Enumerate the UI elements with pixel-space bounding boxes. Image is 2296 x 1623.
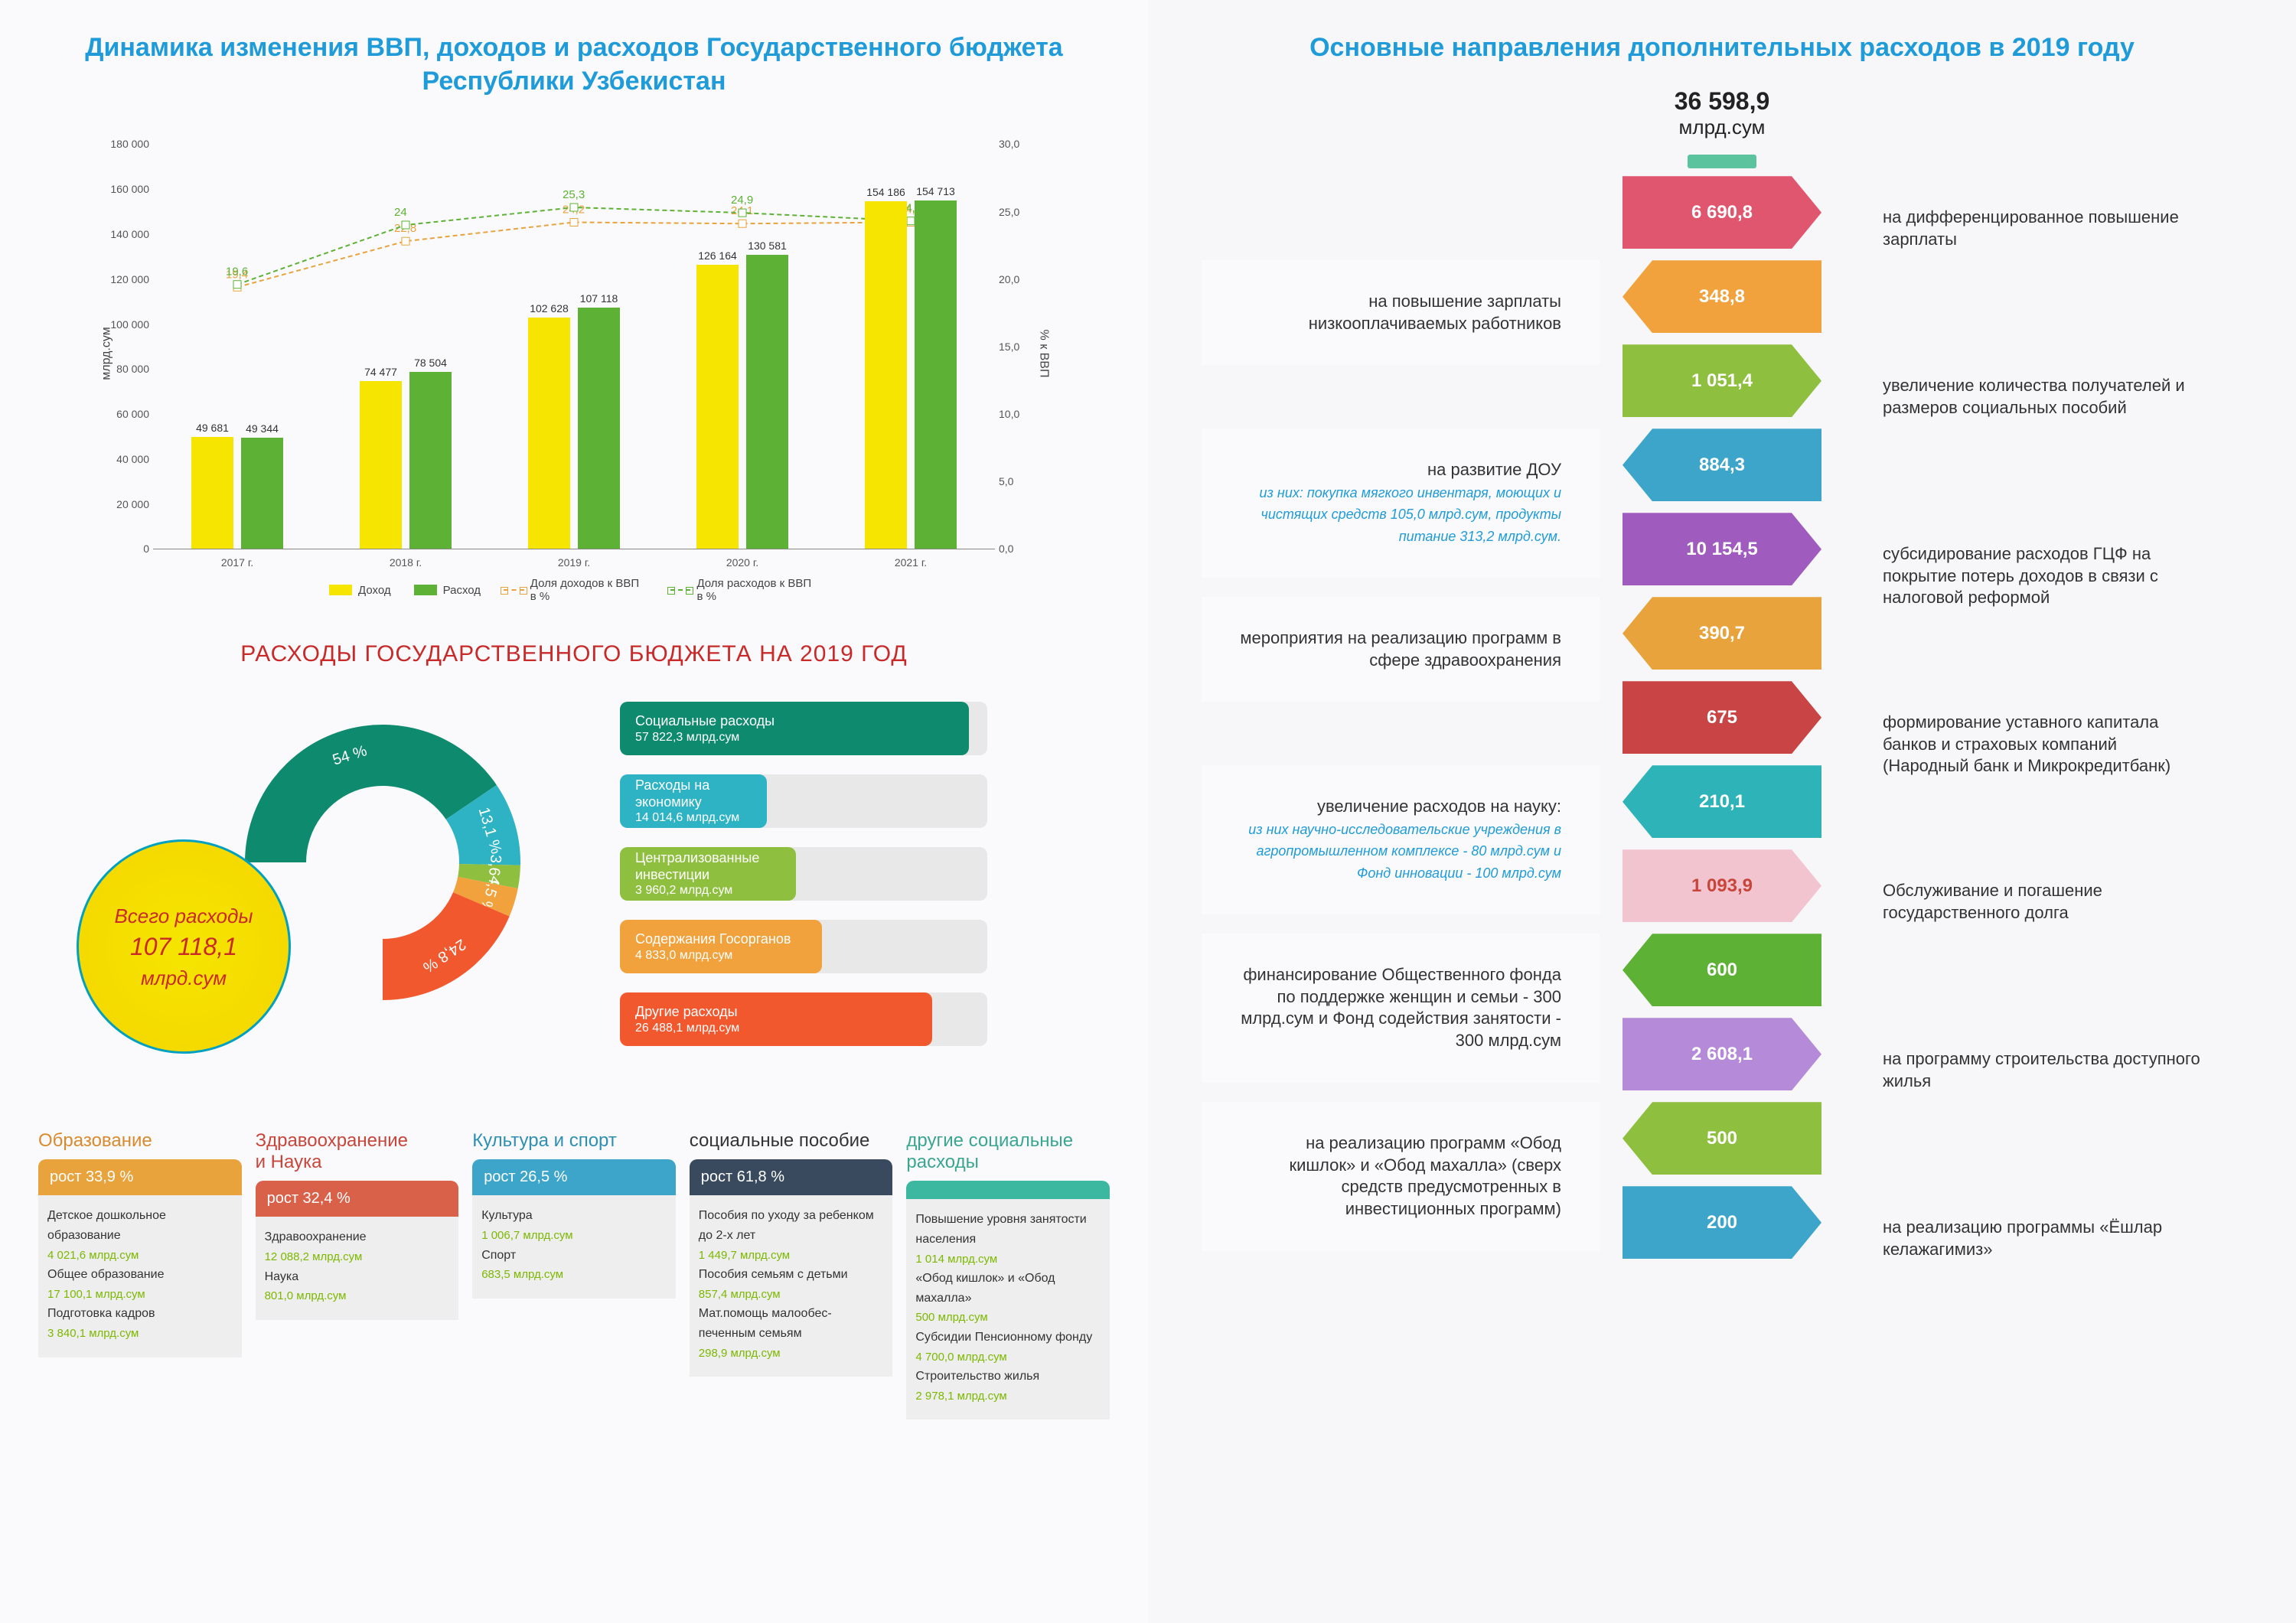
arrows-column: 6 690,8на дифференцированное повышение з… xyxy=(1623,176,1821,1270)
donut-section: 54 %13,1 %3,6 %4,5 %24,8 % Всего расходы… xyxy=(38,686,1110,1115)
svg-text:25,3: 25,3 xyxy=(563,188,585,201)
top-bar-accent xyxy=(1688,155,1756,168)
total-circle: Всего расходы 107 118,1 млрд.сум xyxy=(77,839,291,1054)
svg-text:19,6: 19,6 xyxy=(226,266,248,279)
svg-text:24,9: 24,9 xyxy=(731,194,753,207)
y-right-label: % к ВВП xyxy=(1037,329,1051,377)
right-total: 36 598,9 млрд.сум xyxy=(1186,87,2258,139)
right-title: Основные направления дополнительных расх… xyxy=(1186,31,2258,64)
donut-subtitle: РАСХОДЫ ГОСУДАРСТВЕННОГО БЮДЖЕТА НА 2019… xyxy=(38,641,1110,667)
bar-chart: 020 00040 00060 00080 000100 000120 0001… xyxy=(84,121,1064,611)
bottom-categories: Образованиерост 33,9 %Детское дошкольное… xyxy=(38,1130,1110,1419)
y-left-label: млрд.сум xyxy=(100,327,114,380)
svg-text:24: 24 xyxy=(394,206,407,219)
left-title: Динамика изменения ВВП, доходов и расход… xyxy=(38,31,1110,98)
chart-legend: ДоходРасходДоля доходов к ВВП в %Доля ра… xyxy=(329,577,819,603)
